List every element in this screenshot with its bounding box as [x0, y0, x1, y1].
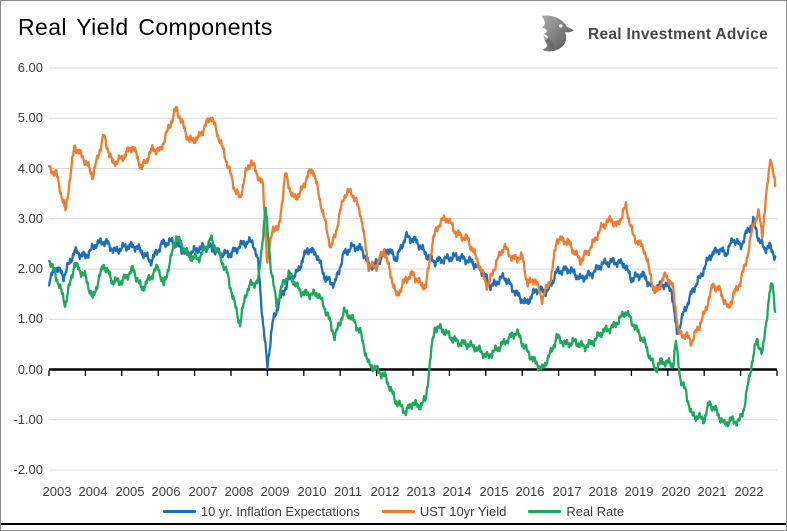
legend-item: UST 10yr Yield	[381, 504, 507, 519]
x-axis-tick-label: 2015	[479, 484, 509, 499]
x-axis-tick-label: 2014	[442, 484, 472, 499]
page-title: Real Yield Components	[18, 14, 273, 40]
eagle-logo-icon	[532, 14, 578, 56]
y-axis-tick-label: 5.00	[17, 110, 43, 125]
legend-label: UST 10yr Yield	[419, 504, 507, 519]
x-axis-tick-label: 2003	[42, 484, 72, 499]
bottom-border	[1, 523, 786, 525]
brand-logo: Real Investment Advice	[532, 14, 768, 56]
x-axis-tick-label: 2005	[115, 484, 145, 499]
x-axis-tick-label: 2020	[661, 484, 691, 499]
legend-line-swatch	[162, 509, 196, 514]
legend-label: 10 yr. Inflation Expectations	[200, 504, 360, 519]
x-axis-tick-label: 2017	[552, 484, 582, 499]
y-axis-tick-label: 3.00	[17, 211, 43, 226]
y-axis-tick-label: -2.00	[13, 462, 43, 477]
x-axis-tick-label: 2012	[370, 484, 400, 499]
y-axis-tick-label: 0.00	[17, 362, 43, 377]
legend-item: Real Rate	[528, 504, 624, 519]
brand-name: Real Investment Advice	[587, 26, 768, 43]
legend-line-swatch	[528, 509, 562, 514]
x-axis-tick-label: 2019	[624, 484, 654, 499]
y-axis-tick-label: 6.00	[17, 60, 43, 75]
x-axis-tick-label: 2008	[224, 484, 254, 499]
y-axis-tick-label: 2.00	[17, 261, 43, 276]
x-axis-tick-label: 2022	[734, 484, 764, 499]
y-axis-tick-label: 4.00	[17, 161, 43, 176]
x-axis-tick-label: 2006	[151, 484, 181, 499]
y-axis-tick-label: 1.00	[17, 311, 43, 326]
x-axis-tick-label: 2021	[697, 484, 727, 499]
legend-line-swatch	[381, 509, 415, 514]
x-axis-tick-label: 2010	[297, 484, 327, 499]
x-axis-tick-label: 2009	[260, 484, 290, 499]
legend-label: Real Rate	[566, 504, 625, 519]
y-axis-tick-label: -1.00	[13, 412, 43, 427]
x-axis-tick-label: 2007	[188, 484, 218, 499]
x-axis-tick-label: 2013	[406, 484, 436, 499]
x-axis-tick-label: 2018	[588, 484, 618, 499]
x-axis-tick-label: 2011	[334, 484, 362, 499]
x-axis-tick-label: 2016	[515, 484, 545, 499]
x-axis-tick-label: 2004	[78, 484, 108, 499]
legend-item: 10 yr. Inflation Expectations	[162, 504, 360, 519]
chart-legend: 10 yr. Inflation Expectations UST 10yr Yi…	[1, 504, 786, 519]
